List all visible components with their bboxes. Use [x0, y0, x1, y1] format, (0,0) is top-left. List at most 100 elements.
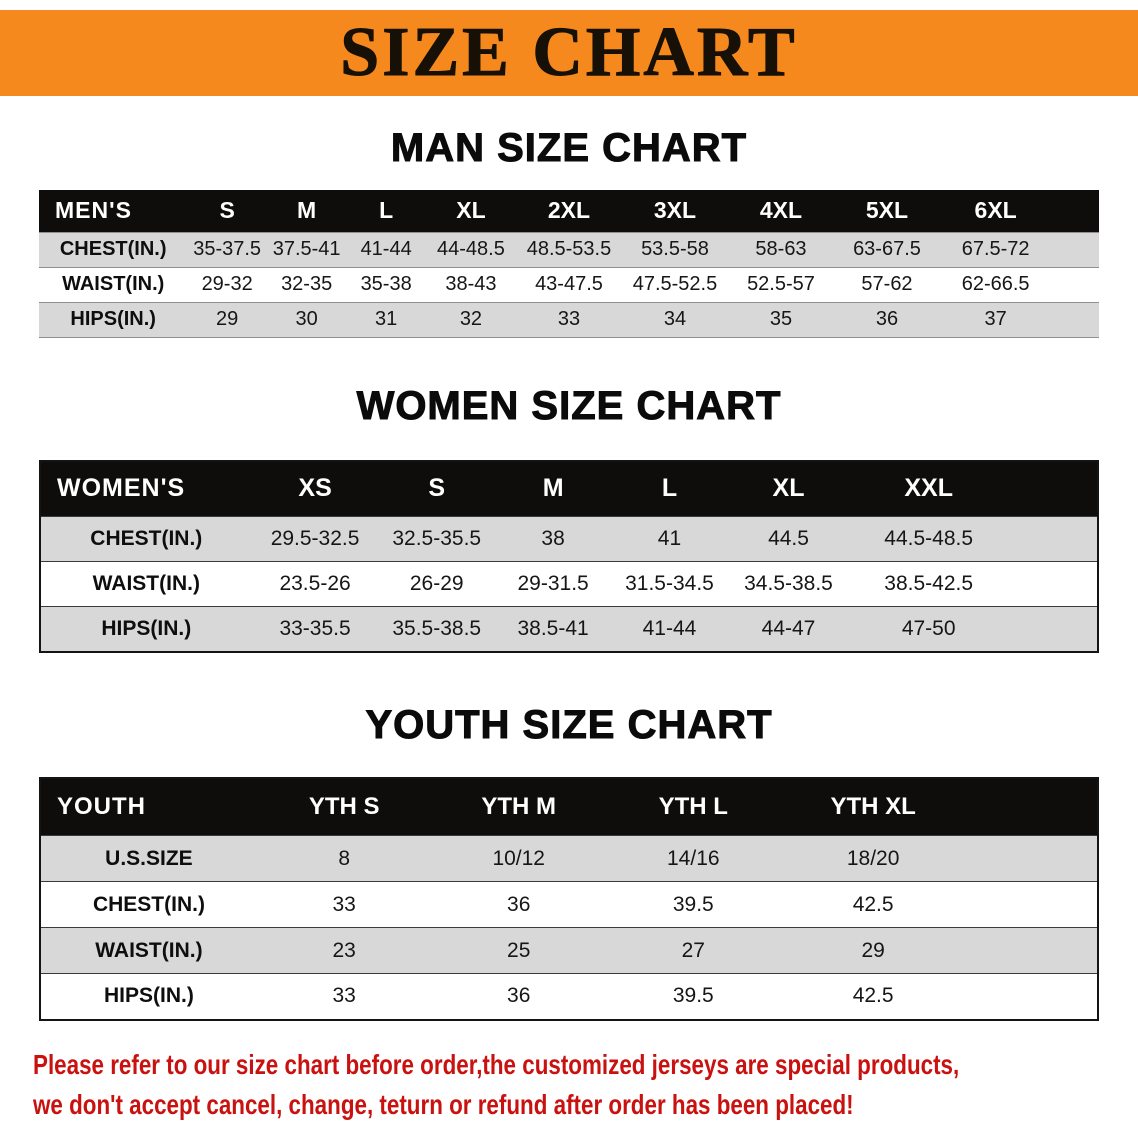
spacer-cell: [1008, 517, 1098, 562]
youth-size-section: YOUTH SIZE CHART YOUTH YTH S YTH M YTH L…: [0, 702, 1138, 1021]
spacer-cell: [1051, 267, 1099, 302]
size-value-cell: 35-37.5: [193, 238, 262, 260]
size-value-cell: 38.5-42.5: [884, 572, 974, 595]
size-value-cell: 33-35.5: [279, 616, 351, 640]
size-value-cell: 30: [295, 308, 318, 330]
size-column-header: S: [378, 460, 495, 517]
row-label: U.S.SIZE: [105, 846, 193, 870]
size-value-cell: 33: [332, 984, 356, 1008]
size-value-cell: 23: [332, 938, 356, 962]
men-chest-row: CHEST(IN.) 35-37.5 37.5-41 41-44 44-48.5…: [39, 232, 1099, 267]
size-value-cell: 33: [557, 308, 581, 330]
size-value-cell: 52.5-57: [747, 273, 815, 295]
size-column-header: XL: [425, 190, 516, 232]
size-column-header: M: [266, 190, 347, 232]
spacer-cell: [966, 974, 1098, 1020]
size-value-cell: 38-43: [445, 273, 497, 295]
disclaimer-line-2: we don't accept cancel, change, teturn o…: [33, 1088, 854, 1120]
size-value-cell: 35-38: [360, 273, 412, 295]
spacer-cell: [1051, 302, 1099, 337]
size-column-header: S: [187, 190, 267, 232]
men-table-title: MEN'S: [39, 190, 188, 232]
size-value-cell: 29-32: [201, 273, 253, 295]
size-value-cell: 44-48.5: [437, 238, 505, 260]
disclaimer-text: Please refer to our size chart before or…: [33, 1045, 1105, 1125]
spacer-cell: [1008, 562, 1098, 607]
size-value-cell: 25: [507, 938, 531, 962]
row-label: CHEST(IN.): [90, 527, 203, 550]
women-table-title: WOMEN'S: [40, 460, 252, 517]
spacer-cell: [1008, 460, 1098, 517]
youth-table-title: YOUTH: [40, 777, 257, 836]
size-value-cell: 67.5-72: [961, 238, 1030, 260]
size-column-header: XS: [251, 460, 379, 517]
size-column-header: 5XL: [833, 190, 940, 232]
men-section-heading: MAN SIZE CHART: [390, 126, 748, 171]
size-value-cell: 31.5-34.5: [625, 572, 714, 595]
size-value-cell: 23.5-26: [279, 572, 351, 595]
size-value-cell: 36: [507, 984, 531, 1008]
women-size-table: WOMEN'S XS S M L XL XXL CHEST(IN.) 29.5-…: [39, 459, 1099, 653]
size-value-cell: 41-44: [360, 238, 412, 260]
size-column-header: YTH S: [256, 777, 432, 836]
spacer-cell: [966, 836, 1098, 882]
youth-hips-row: HIPS(IN.) 33 36 39.5 42.5: [40, 973, 1098, 1020]
size-column-header: 3XL: [621, 190, 728, 232]
row-label: HIPS(IN.): [101, 616, 192, 640]
women-section-heading: WOMEN SIZE CHART: [356, 383, 782, 428]
size-value-cell: 26-29: [409, 572, 464, 595]
women-chest-row: CHEST(IN.) 29.5-32.5 32.5-35.5 38 41 44.…: [40, 516, 1098, 562]
women-header-row: WOMEN'S XS S M L XL XXL: [40, 460, 1098, 517]
youth-header-row: YOUTH YTH S YTH M YTH L YTH XL: [40, 777, 1098, 836]
size-value-cell: 18/20: [846, 846, 900, 870]
size-column-header: L: [346, 190, 426, 232]
row-label: HIPS(IN.): [70, 308, 156, 330]
size-value-cell: 37.5-41: [272, 238, 341, 260]
size-column-header: YTH M: [431, 777, 606, 836]
size-value-cell: 34: [663, 308, 687, 330]
size-chart-page: SIZE CHART MAN SIZE CHART MEN'S S M L XL…: [0, 10, 1138, 1142]
size-value-cell: 32: [459, 308, 483, 330]
size-value-cell: 29.5-32.5: [270, 527, 360, 550]
size-value-cell: 42.5: [852, 984, 894, 1008]
size-column-header: XL: [727, 460, 850, 517]
men-header-row: MEN'S S M L XL 2XL 3XL 4XL 5XL 6XL: [39, 190, 1099, 232]
size-value-cell: 39.5: [672, 892, 714, 916]
page-title: SIZE CHART: [340, 14, 798, 92]
size-column-header: XXL: [849, 460, 1009, 517]
row-label: WAIST(IN.): [95, 938, 203, 962]
row-label: CHEST(IN.): [59, 238, 167, 260]
size-value-cell: 48.5-53.5: [526, 238, 612, 260]
size-value-cell: 44.5-48.5: [884, 527, 974, 550]
size-value-cell: 8: [338, 846, 350, 870]
youth-waist-row: WAIST(IN.) 23 25 27 29: [40, 927, 1098, 974]
youth-size-table: YOUTH YTH S YTH M YTH L YTH XL U.S.SIZE …: [39, 776, 1099, 1021]
size-value-cell: 44.5: [768, 527, 809, 550]
size-column-header: YTH XL: [780, 777, 966, 836]
size-value-cell: 32-35: [281, 273, 333, 295]
size-value-cell: 57-62: [861, 273, 913, 295]
size-value-cell: 10/12: [492, 846, 545, 870]
size-value-cell: 41: [657, 527, 682, 550]
size-value-cell: 39.5: [672, 984, 714, 1008]
spacer-cell: [1008, 607, 1098, 652]
size-value-cell: 62-66.5: [961, 273, 1030, 295]
size-column-header: 4XL: [727, 190, 834, 232]
size-value-cell: 47.5-52.5: [632, 273, 718, 295]
size-value-cell: 29: [861, 938, 885, 962]
title-banner: SIZE CHART: [0, 10, 1138, 96]
size-value-cell: 38.5-41: [517, 616, 589, 640]
women-waist-row: WAIST(IN.) 23.5-26 26-29 29-31.5 31.5-34…: [40, 561, 1098, 607]
men-size-section: MAN SIZE CHART MEN'S S M L XL 2XL 3XL 4X…: [0, 126, 1138, 338]
size-value-cell: 43-47.5: [535, 273, 603, 295]
size-value-cell: 41-44: [642, 616, 697, 640]
size-column-header: 2XL: [515, 190, 622, 232]
spacer-cell: [966, 928, 1098, 974]
men-size-table: MEN'S S M L XL 2XL 3XL 4XL 5XL 6XL CHEST…: [39, 190, 1099, 338]
size-value-cell: 29: [216, 308, 239, 330]
youth-section-heading: YOUTH SIZE CHART: [365, 702, 773, 747]
row-label: WAIST(IN.): [62, 273, 165, 295]
size-value-cell: 34.5-38.5: [744, 572, 833, 595]
size-value-cell: 47-50: [901, 616, 956, 640]
size-value-cell: 14/16: [667, 846, 720, 870]
